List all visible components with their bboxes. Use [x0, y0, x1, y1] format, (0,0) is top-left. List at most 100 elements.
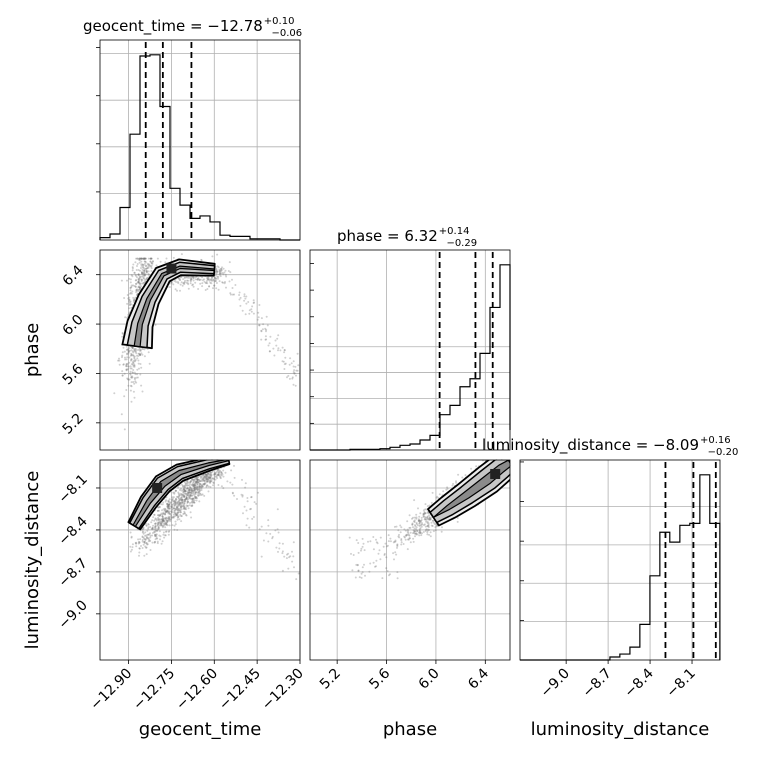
- scatter-point: [225, 286, 227, 289]
- scatter-point: [432, 521, 435, 524]
- scatter-point: [184, 498, 187, 501]
- scatter-point: [137, 349, 139, 351]
- scatter-point: [157, 522, 160, 525]
- scatter-point: [428, 533, 431, 536]
- scatter-point: [162, 519, 165, 522]
- scatter-point: [273, 354, 276, 357]
- scatter-point: [424, 517, 427, 520]
- scatter-point: [176, 495, 179, 498]
- scatter-point: [197, 492, 200, 495]
- scatter-point: [162, 512, 165, 515]
- scatter-point: [148, 533, 151, 536]
- scatter-point: [278, 542, 281, 545]
- scatter-point: [171, 497, 174, 500]
- scatter-point: [414, 535, 416, 538]
- scatter-point: [229, 293, 232, 296]
- scatter-point: [230, 469, 233, 472]
- scatter-point: [140, 257, 143, 260]
- scatter-point: [138, 275, 141, 278]
- scatter-point: [284, 356, 287, 359]
- scatter-point: [239, 296, 242, 299]
- scatter-point: [180, 520, 183, 523]
- scatter-point: [202, 479, 205, 482]
- scatter-point: [150, 521, 153, 524]
- scatter-point: [171, 499, 174, 502]
- scatter-point: [219, 476, 222, 479]
- scatter-point: [172, 500, 175, 503]
- scatter-point: [190, 490, 193, 493]
- scatter-point: [137, 273, 140, 276]
- scatter-point: [184, 498, 187, 501]
- scatter-point: [407, 533, 410, 536]
- scatter-point: [130, 349, 133, 352]
- scatter-point: [133, 364, 136, 367]
- scatter-point: [139, 349, 142, 352]
- scatter-point: [297, 572, 300, 575]
- scatter-point: [207, 477, 210, 479]
- scatter-point: [155, 535, 158, 538]
- scatter-point: [397, 535, 400, 538]
- scatter-point: [176, 505, 178, 508]
- scatter-point: [164, 526, 167, 529]
- scatter-point: [194, 488, 197, 491]
- scatter-point: [193, 501, 196, 504]
- scatter-point: [180, 497, 183, 499]
- scatter-point: [253, 301, 256, 304]
- ytick-label-luminosity-distance: −8.1: [55, 471, 90, 506]
- scatter-point: [215, 277, 218, 280]
- scatter-point: [195, 496, 198, 498]
- scatter-point: [252, 516, 255, 518]
- scatter-point: [137, 281, 140, 284]
- scatter-point: [231, 293, 234, 296]
- ytick-label-luminosity-distance: −8.7: [55, 555, 90, 590]
- scatter-point: [145, 524, 148, 527]
- scatter-point: [168, 518, 171, 521]
- scatter-point: [129, 300, 132, 303]
- scatter-point: [127, 378, 129, 381]
- scatter-point: [147, 533, 150, 536]
- scatter-point: [183, 502, 186, 505]
- scatter-point: [141, 257, 143, 260]
- scatter-point: [207, 476, 210, 479]
- scatter-point: [156, 542, 159, 545]
- scatter-point: [164, 521, 167, 524]
- scatter-point: [142, 258, 145, 261]
- scatter-point: [149, 540, 152, 542]
- scatter-point: [163, 536, 166, 539]
- scatter-point: [220, 267, 223, 270]
- scatter-point: [397, 529, 400, 532]
- scatter-point: [128, 277, 131, 280]
- scatter-point: [138, 349, 141, 352]
- scatter-point: [268, 350, 271, 353]
- scatter-point: [427, 528, 430, 531]
- scatter-point: [186, 502, 189, 504]
- scatter-point: [420, 534, 423, 537]
- scatter-point: [456, 520, 459, 523]
- scatter-point: [138, 541, 141, 544]
- scatter-point: [440, 530, 443, 533]
- scatter-point: [161, 515, 164, 518]
- scatter-point: [154, 541, 157, 543]
- scatter-point: [167, 515, 170, 518]
- scatter-point: [190, 489, 193, 492]
- scatter-point: [174, 523, 177, 526]
- scatter-point: [200, 485, 203, 488]
- scatter-point: [246, 500, 249, 503]
- scatter-point: [191, 478, 194, 481]
- scatter-point: [217, 474, 220, 477]
- ylabel-luminosity-distance: luminosity_distance: [22, 471, 43, 650]
- scatter-point: [192, 498, 195, 501]
- scatter-point: [132, 362, 135, 365]
- scatter-point: [207, 472, 210, 475]
- scatter-point: [206, 478, 209, 481]
- title-geocent-time: geocent_time = −12.78+0.10 −0.06: [83, 16, 302, 39]
- scatter-point: [292, 383, 295, 386]
- scatter-point: [154, 323, 157, 326]
- scatter-point: [198, 488, 201, 491]
- scatter-point: [214, 473, 216, 476]
- scatter-point: [167, 517, 169, 520]
- scatter-point: [171, 505, 173, 508]
- scatter-point: [245, 524, 248, 527]
- scatter-point: [217, 473, 220, 476]
- scatter-point: [130, 363, 133, 366]
